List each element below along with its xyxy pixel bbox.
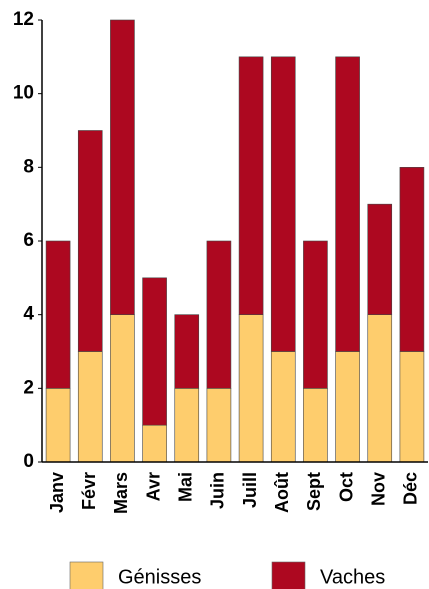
x-tick-label: Avr: [143, 472, 163, 501]
y-tick-label: 2: [23, 377, 34, 398]
bar-segment: [110, 314, 135, 463]
bar-segment: [110, 19, 135, 315]
bar-segment: [303, 240, 328, 389]
x-tick-label: Déc: [401, 472, 421, 505]
bar-segment: [399, 351, 425, 463]
legend-label: Génisses: [118, 566, 201, 588]
bar-segment: [77, 351, 103, 463]
y-tick-label: 8: [23, 156, 34, 177]
x-tick-label: Janv: [47, 472, 67, 513]
x-tick-label: Juill: [240, 472, 260, 508]
bar-segment: [174, 388, 200, 463]
x-tick-label: Mai: [176, 472, 196, 502]
x-tick-label: Juin: [208, 472, 228, 509]
bar-segment: [206, 240, 232, 389]
y-tick-label: 4: [23, 304, 34, 325]
y-tick-label: 10: [13, 83, 34, 104]
bar-segment: [335, 56, 360, 352]
x-tick-label: Févr: [79, 472, 99, 510]
x-tick-label: Oct: [336, 472, 356, 502]
bar-segment: [270, 56, 296, 352]
legend-swatch: [69, 561, 104, 589]
legend-swatch: [271, 561, 306, 589]
bar-segment: [238, 314, 264, 463]
legend-label: Vaches: [320, 566, 385, 588]
x-tick-label: Nov: [369, 472, 389, 506]
bar-segment: [45, 240, 71, 389]
bar-segment: [142, 277, 167, 426]
x-tick-label: Mars: [111, 472, 131, 514]
bar-segment: [77, 130, 103, 352]
y-tick-label: 12: [13, 9, 34, 30]
x-tick-label: Sept: [304, 472, 324, 511]
bar-segment: [174, 314, 200, 389]
bar-segment: [45, 388, 71, 463]
bar-segment: [303, 388, 328, 463]
bar-segment: [142, 424, 167, 463]
bar-segment: [367, 203, 393, 315]
y-tick-label: 6: [23, 230, 34, 251]
bar-segment: [335, 351, 360, 463]
bar-segment: [399, 167, 425, 352]
bar-segment: [270, 351, 296, 463]
bar-segment: [367, 314, 393, 463]
y-tick-label: 0: [23, 451, 34, 472]
bar-segment: [206, 388, 232, 463]
bar-segment: [238, 56, 264, 315]
x-tick-label: Août: [272, 472, 292, 513]
